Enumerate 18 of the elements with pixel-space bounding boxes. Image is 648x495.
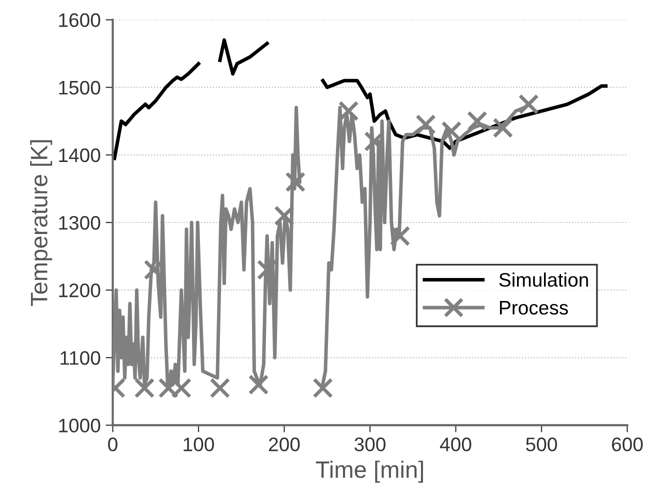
y-tick-label: 1200 (59, 284, 100, 298)
x-tick-label: 400 (440, 438, 472, 452)
x-tick-label: 600 (612, 438, 643, 452)
x-axis-title: Time [min] (316, 460, 423, 483)
y-tick-label: 1000 (59, 418, 100, 432)
y-axis-title: Temperature [K] (30, 140, 52, 306)
y-tick-label: 1600 (59, 13, 100, 28)
x-tick-label: 200 (269, 438, 300, 452)
y-tick-label: 1300 (59, 216, 100, 230)
x-tick-label: 0 (108, 438, 118, 452)
y-tick-label: 1500 (59, 80, 100, 95)
legend-label: Simulation (499, 272, 588, 287)
x-tick-label: 100 (184, 438, 214, 452)
y-tick-label: 1100 (60, 351, 100, 365)
legend-label: Process (500, 301, 568, 315)
y-tick-label: 1400 (59, 148, 100, 162)
x-tick-label: 500 (526, 438, 557, 452)
x-tick-label: 300 (354, 438, 386, 452)
